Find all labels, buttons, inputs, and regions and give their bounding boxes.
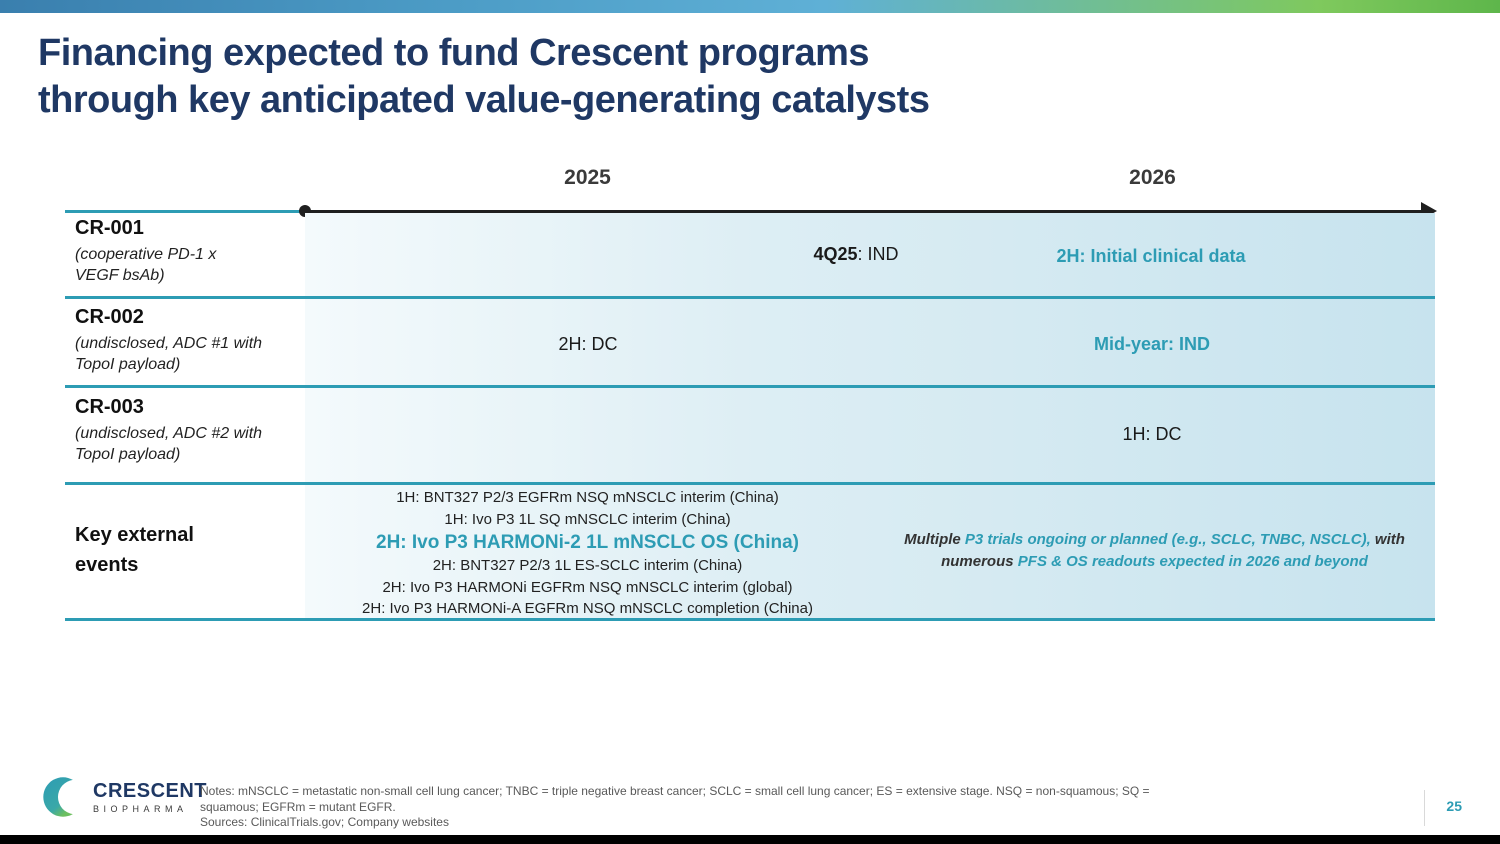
external-events-note: Multiple P3 trials ongoing or planned (e… [882, 529, 1427, 573]
program-description-line2: VEGF bsAb) [75, 267, 165, 284]
row-divider [65, 618, 1435, 621]
program-label-cr-002: CR-002 (undisclosed, ADC #1 with TopoI p… [75, 306, 307, 375]
program-description: (undisclosed, ADC #2 with TopoI payload) [75, 423, 307, 465]
brand-name: CRESCENT [93, 780, 208, 802]
milestone-cr003-2026: 1H: DC [1122, 424, 1182, 444]
program-description: (undisclosed, ADC #1 with TopoI payload) [75, 333, 307, 375]
row-band-cr-002 [305, 298, 1435, 387]
milestone-text: : IND [857, 244, 899, 264]
milestone-cr001-2025: 4Q25: IND [706, 244, 1006, 265]
footer-notes: Notes: mNSCLC = metastatic non-small cel… [200, 784, 1200, 831]
external-events-label-line2: events [75, 554, 139, 576]
row-band-external-events [305, 484, 1435, 620]
external-event-item: 2H: Ivo P3 HARMONi-A EGFRm NSQ mNSCLC co… [362, 600, 813, 617]
slide-title-line2: through key anticipated value-generating… [38, 79, 930, 121]
note-segment-highlight: P3 trials ongoing or planned (e.g., SCLC… [964, 531, 1375, 548]
milestone-cr002-2026: Mid-year: IND [1093, 334, 1210, 354]
external-event-item: 2H: Ivo P3 HARMONi EGFRm NSQ mNSCLC inte… [382, 578, 793, 596]
top-accent-bar [0, 0, 1500, 13]
program-code: CR-001 [75, 217, 144, 239]
milestone-quarter: 4Q25 [813, 244, 858, 264]
crescent-icon [43, 777, 73, 817]
footer-divider [1424, 790, 1425, 826]
program-description-line1: (cooperative PD-1 x [75, 246, 217, 263]
external-event-item: 1H: Ivo P3 1L SQ mNSCLC interim (China) [444, 510, 731, 528]
note-segment-highlight: PFS & OS readouts expected in 2026 and b… [1017, 553, 1368, 570]
page-number: 25 [1446, 798, 1462, 814]
row-band-cr-001 [305, 213, 1435, 298]
year-label-2026: 2026 [1129, 166, 1176, 189]
program-description-line1: (undisclosed, ADC #1 with [75, 335, 263, 352]
row-divider [65, 385, 1435, 388]
external-event-item-highlight: 2H: Ivo P3 HARMONi-2 1L mNSCLC OS (China… [376, 532, 799, 553]
bottom-bar [0, 835, 1500, 844]
external-events-label: Key external events [75, 520, 194, 580]
notes-text: Notes: mNSCLC = metastatic non-small cel… [200, 784, 1150, 814]
program-description-line2: TopoI payload) [75, 356, 181, 373]
external-events-label-line1: Key external [75, 524, 194, 546]
milestone-cr002-2025: 2H: DC [558, 334, 618, 354]
row-divider [65, 482, 1435, 485]
program-description-line1: (undisclosed, ADC #2 with [75, 425, 263, 442]
program-description: (cooperative PD-1 x VEGF bsAb) [75, 244, 307, 286]
slide-title-line1: Financing expected to fund Crescent prog… [38, 32, 870, 74]
year-label-2025: 2025 [564, 166, 611, 189]
slide-title: Financing expected to fund Crescent prog… [38, 30, 930, 124]
external-events-list: 1H: BNT327 P2/3 EGFRm NSQ mNSCLC interim… [310, 487, 865, 620]
logo-text: CRESCENT BIOPHARMA [93, 780, 207, 814]
sources-text: Sources: ClinicalTrials.gov; Company web… [200, 815, 449, 829]
external-event-item: 1H: BNT327 P2/3 EGFRm NSQ mNSCLC interim… [396, 489, 779, 506]
program-description-line2: TopoI payload) [75, 446, 181, 463]
brand-subtitle: BIOPHARMA [93, 804, 188, 814]
external-event-item: 2H: BNT327 P2/3 1L ES-SCLC interim (Chin… [432, 557, 743, 574]
header-divider-left [65, 210, 301, 213]
program-code: CR-002 [75, 306, 144, 328]
row-divider [65, 296, 1435, 299]
milestone-cr001-2026: 2H: Initial clinical data [1056, 246, 1246, 266]
program-label-cr-003: CR-003 (undisclosed, ADC #2 with TopoI p… [75, 396, 307, 465]
program-label-cr-001: CR-001 (cooperative PD-1 x VEGF bsAb) [75, 217, 307, 286]
program-code: CR-003 [75, 396, 144, 418]
note-segment: with numerous [941, 531, 1405, 570]
row-band-cr-003 [305, 387, 1435, 484]
company-logo: CRESCENT BIOPHARMA [40, 772, 207, 822]
note-segment: Multiple [904, 531, 965, 548]
timeline-axis [303, 210, 1425, 213]
